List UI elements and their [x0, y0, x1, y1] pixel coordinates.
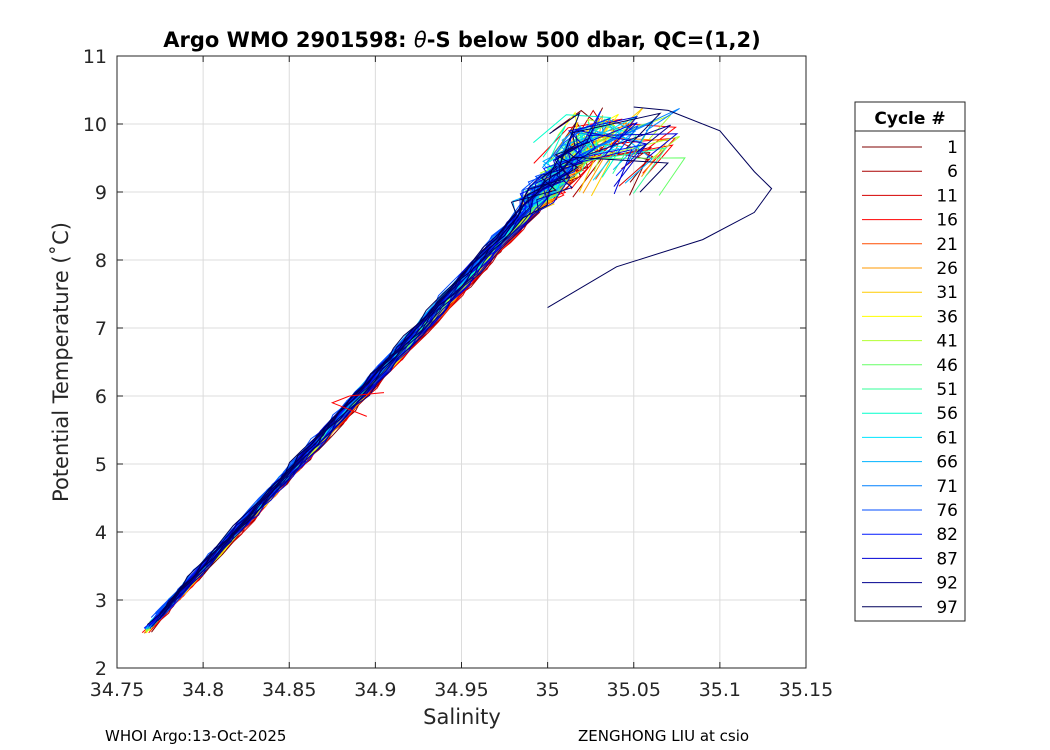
- y-tick-label: 7: [95, 318, 107, 340]
- x-tick-label: 35: [536, 679, 560, 701]
- legend-label-92: 92: [936, 574, 958, 594]
- y-tick-label: 6: [95, 386, 107, 408]
- legend-label-36: 36: [936, 307, 958, 327]
- legend-label-97: 97: [936, 598, 958, 618]
- y-axis-label: Potential Temperature (˚C): [49, 222, 73, 502]
- legend-label-1: 1: [947, 138, 958, 158]
- legend-label-6: 6: [947, 162, 958, 182]
- y-tick-label: 4: [95, 522, 107, 544]
- legend: Cycle # 16111621263136414651566166717682…: [854, 101, 966, 622]
- x-tick-label: 34.9: [354, 679, 396, 701]
- y-tick-label: 5: [95, 454, 107, 476]
- y-tick-label: 3: [95, 590, 107, 612]
- x-tick-label: 34.8: [182, 679, 224, 701]
- legend-label-26: 26: [936, 259, 958, 279]
- y-tick-label: 8: [95, 250, 107, 272]
- x-tick-label: 35.1: [699, 679, 741, 701]
- legend-label-61: 61: [936, 428, 958, 448]
- legend-label-41: 41: [936, 332, 958, 352]
- y-axis: 2 3 4 5 6 7 8 9 10 11: [83, 46, 806, 680]
- legend-label-66: 66: [936, 453, 958, 473]
- red-spike-line: [330, 392, 385, 417]
- y-tick-label: 10: [83, 114, 107, 136]
- legend-title: Cycle #: [874, 109, 945, 129]
- x-tick-label: 35.05: [607, 679, 661, 701]
- x-axis: 34.75 34.8 34.85 34.9 34.95 35 35.05 35.1 35.15: [90, 56, 833, 701]
- profile-line-cycle-91: [161, 134, 579, 614]
- legend-label-46: 46: [936, 356, 958, 376]
- profile-line-cycle-96: [157, 141, 590, 622]
- chart-title: Argo WMO 2901598: θ-S below 500 dbar, QC…: [163, 28, 760, 52]
- series-group: [141, 106, 773, 634]
- y-tick-label: 9: [95, 182, 107, 204]
- x-tick-label: 34.95: [434, 679, 488, 701]
- legend-label-31: 31: [936, 283, 958, 303]
- legend-label-16: 16: [936, 211, 958, 231]
- legend-label-56: 56: [936, 404, 958, 424]
- profile-line-cycle-94: [152, 128, 594, 626]
- x-tick-label: 35.15: [779, 679, 833, 701]
- y-tick-label: 2: [95, 658, 107, 680]
- legend-label-71: 71: [936, 477, 958, 497]
- legend-label-21: 21: [936, 235, 958, 255]
- x-axis-label: Salinity: [423, 705, 501, 729]
- legend-label-51: 51: [936, 380, 958, 400]
- anomaly-excursion-line: [547, 106, 773, 309]
- footer-right: ZENGHONG LIU at csio: [578, 727, 749, 745]
- x-tick-label: 34.75: [90, 679, 144, 701]
- legend-label-87: 87: [936, 549, 958, 569]
- footer-left: WHOI Argo:13-Oct-2025: [105, 727, 286, 745]
- legend-label-82: 82: [936, 525, 958, 545]
- x-tick-label: 34.85: [262, 679, 316, 701]
- profile-line-cycle-95: [162, 150, 581, 616]
- y-tick-label: 11: [83, 46, 107, 68]
- legend-label-11: 11: [936, 186, 958, 206]
- legend-label-76: 76: [936, 501, 958, 521]
